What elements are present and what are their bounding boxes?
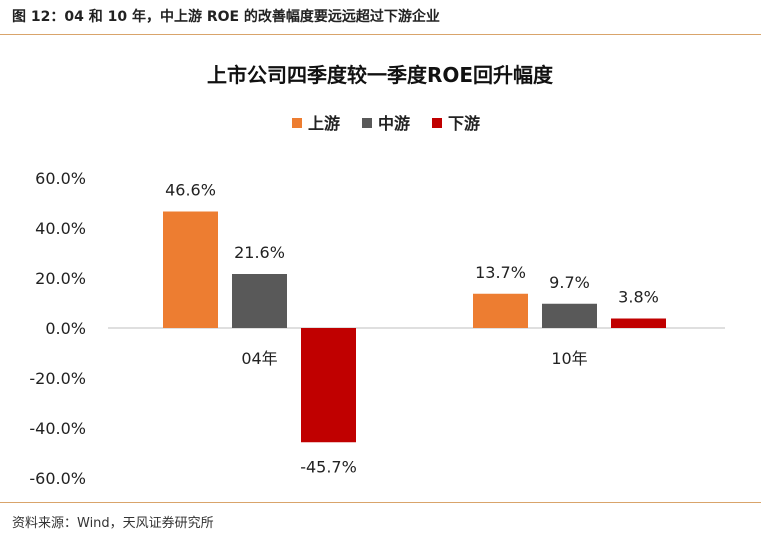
legend-label-1: 上游 xyxy=(308,114,340,133)
top-divider xyxy=(0,34,761,35)
bars: 46.6% 21.6% -45.7% 13.7% 9.7% 3.8% xyxy=(163,181,666,476)
y-tick-label: -40.0% xyxy=(29,419,86,438)
legend-label-3: 下游 xyxy=(448,114,480,133)
data-label: -45.7% xyxy=(300,457,357,476)
y-tick-label: 60.0% xyxy=(35,169,86,188)
figure-title: 图 12：04 和 10 年，中上游 ROE 的改善幅度要远远超过下游企业 xyxy=(12,9,440,25)
data-label: 21.6% xyxy=(234,243,285,262)
bar-中游-10年 xyxy=(542,303,597,328)
x-category-label: 10年 xyxy=(551,349,587,368)
y-tick-label: -60.0% xyxy=(29,469,86,488)
y-tick-label: 40.0% xyxy=(35,219,86,238)
source-note: 资料来源：Wind，天风证券研究所 xyxy=(12,516,214,531)
y-tick-label: 0.0% xyxy=(45,319,86,338)
legend-swatch-3 xyxy=(432,118,442,128)
x-category-label: 04年 xyxy=(241,349,277,368)
legend: 上游 中游 下游 xyxy=(292,114,480,133)
chart-title: 上市公司四季度较一季度ROE回升幅度 xyxy=(207,63,554,87)
legend-label-2: 中游 xyxy=(378,114,410,133)
x-axis-categories: 04年 10年 xyxy=(241,349,587,368)
data-label: 3.8% xyxy=(618,288,659,307)
bar-上游-04年 xyxy=(163,211,218,328)
bar-下游-04年 xyxy=(301,328,356,443)
data-label: 13.7% xyxy=(475,263,526,282)
y-tick-label: 20.0% xyxy=(35,269,86,288)
legend-swatch-2 xyxy=(362,118,372,128)
bar-中游-04年 xyxy=(232,274,287,328)
bottom-divider xyxy=(0,502,761,503)
bar-上游-10年 xyxy=(473,293,528,328)
bar-chart: 上市公司四季度较一季度ROE回升幅度 上游 中游 下游 60.0% 40.0% 20.0… xyxy=(29,63,725,488)
y-axis: 60.0% 40.0% 20.0% 0.0% -20.0% -40.0% -60.0% xyxy=(29,169,86,488)
y-tick-label: -20.0% xyxy=(29,369,86,388)
data-label: 9.7% xyxy=(549,273,590,292)
data-label: 46.6% xyxy=(165,181,216,200)
legend-swatch-1 xyxy=(292,118,302,128)
bar-下游-10年 xyxy=(611,318,666,328)
